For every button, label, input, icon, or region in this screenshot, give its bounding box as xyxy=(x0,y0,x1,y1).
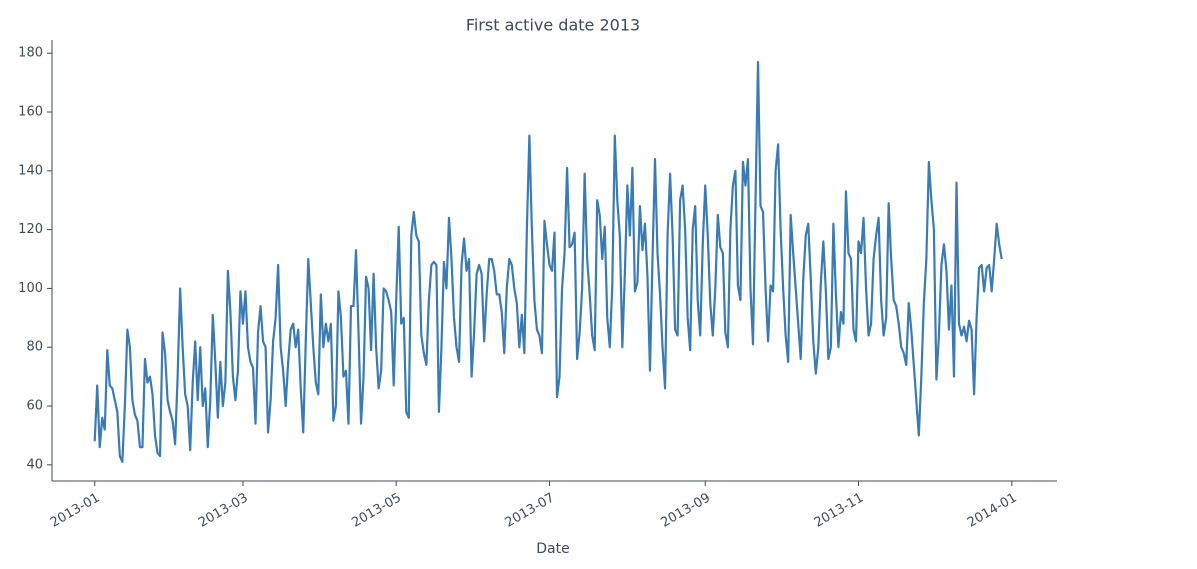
x-tick-label: 2013-01 xyxy=(48,491,103,531)
y-tick-label: 40 xyxy=(26,457,43,472)
chart-title: First active date 2013 xyxy=(466,16,640,35)
x-tick-label: 2013-07 xyxy=(503,491,558,531)
x-tick-label: 2013-11 xyxy=(812,491,867,531)
y-tick-label: 180 xyxy=(18,46,43,61)
line xyxy=(93,60,1003,463)
x-tick-label: 2013-03 xyxy=(196,491,251,531)
y-tick-label: 80 xyxy=(26,340,43,355)
x-tick-label: 2013-05 xyxy=(349,491,404,531)
y-tick-label: 160 xyxy=(18,105,43,120)
x-axis-label: Date xyxy=(536,541,569,557)
x-tick-label: 2014-01 xyxy=(965,491,1020,531)
y-tick-label: 100 xyxy=(18,281,43,296)
y-tick-label: 60 xyxy=(26,399,43,414)
y-tick-label: 120 xyxy=(18,222,43,237)
y-tick-label: 140 xyxy=(18,163,43,178)
x-tick-label: 2013-09 xyxy=(658,491,713,531)
